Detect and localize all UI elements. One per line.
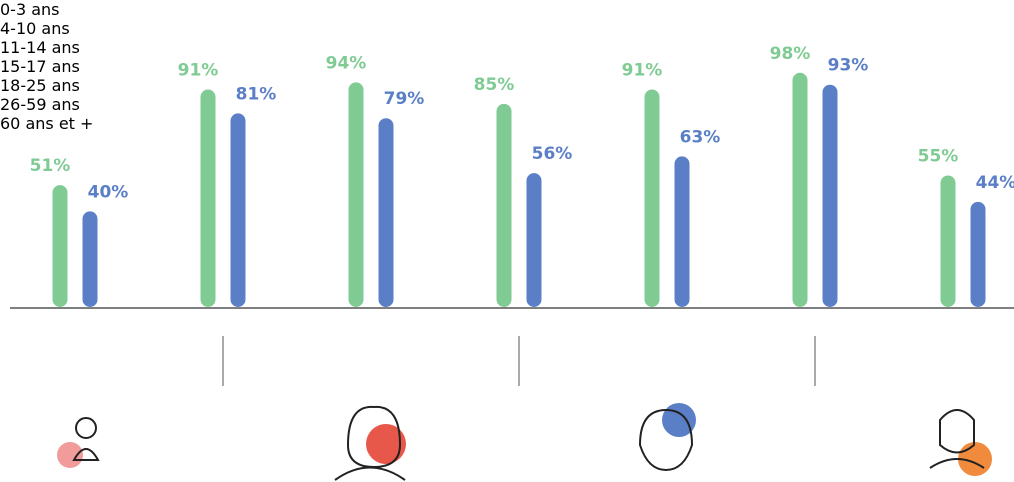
bar <box>644 89 660 307</box>
x-tick-label: 18-25 ans <box>0 76 80 95</box>
value-label: 56% <box>532 144 573 164</box>
bar <box>674 156 690 307</box>
value-label: 55% <box>918 147 959 167</box>
value-label: 79% <box>384 89 425 109</box>
value-label: 91% <box>622 61 663 81</box>
icon-woman <box>638 403 696 472</box>
icon-baby <box>57 417 100 468</box>
bar <box>970 201 986 307</box>
value-label: 63% <box>680 127 721 147</box>
bar <box>792 72 808 307</box>
value-label: 51% <box>30 156 71 176</box>
bar <box>526 173 542 307</box>
icon-teen <box>334 405 406 481</box>
value-label: 93% <box>828 56 869 76</box>
bar <box>822 84 838 307</box>
value-label: 94% <box>326 53 367 73</box>
value-label: 44% <box>976 173 1014 193</box>
bar <box>378 118 394 307</box>
value-label: 91% <box>178 61 219 81</box>
bar <box>496 103 512 307</box>
value-label: 98% <box>770 44 811 64</box>
x-tick-label: 60 ans et + <box>0 114 94 133</box>
x-tick-label: 4-10 ans <box>0 19 70 38</box>
x-tick-label: 15-17 ans <box>0 57 80 76</box>
bar <box>230 113 246 307</box>
value-label: 85% <box>474 75 515 95</box>
x-tick-label: 26-59 ans <box>0 95 80 114</box>
value-label: 40% <box>88 182 129 202</box>
value-label: 81% <box>236 84 277 104</box>
bar <box>200 89 216 307</box>
bar <box>52 185 68 307</box>
bar <box>348 82 364 307</box>
bar <box>940 175 956 307</box>
bar <box>82 211 98 307</box>
icon-senior <box>929 409 992 476</box>
x-tick-label: 11-14 ans <box>0 38 80 57</box>
x-tick-label: 0-3 ans <box>0 0 60 19</box>
